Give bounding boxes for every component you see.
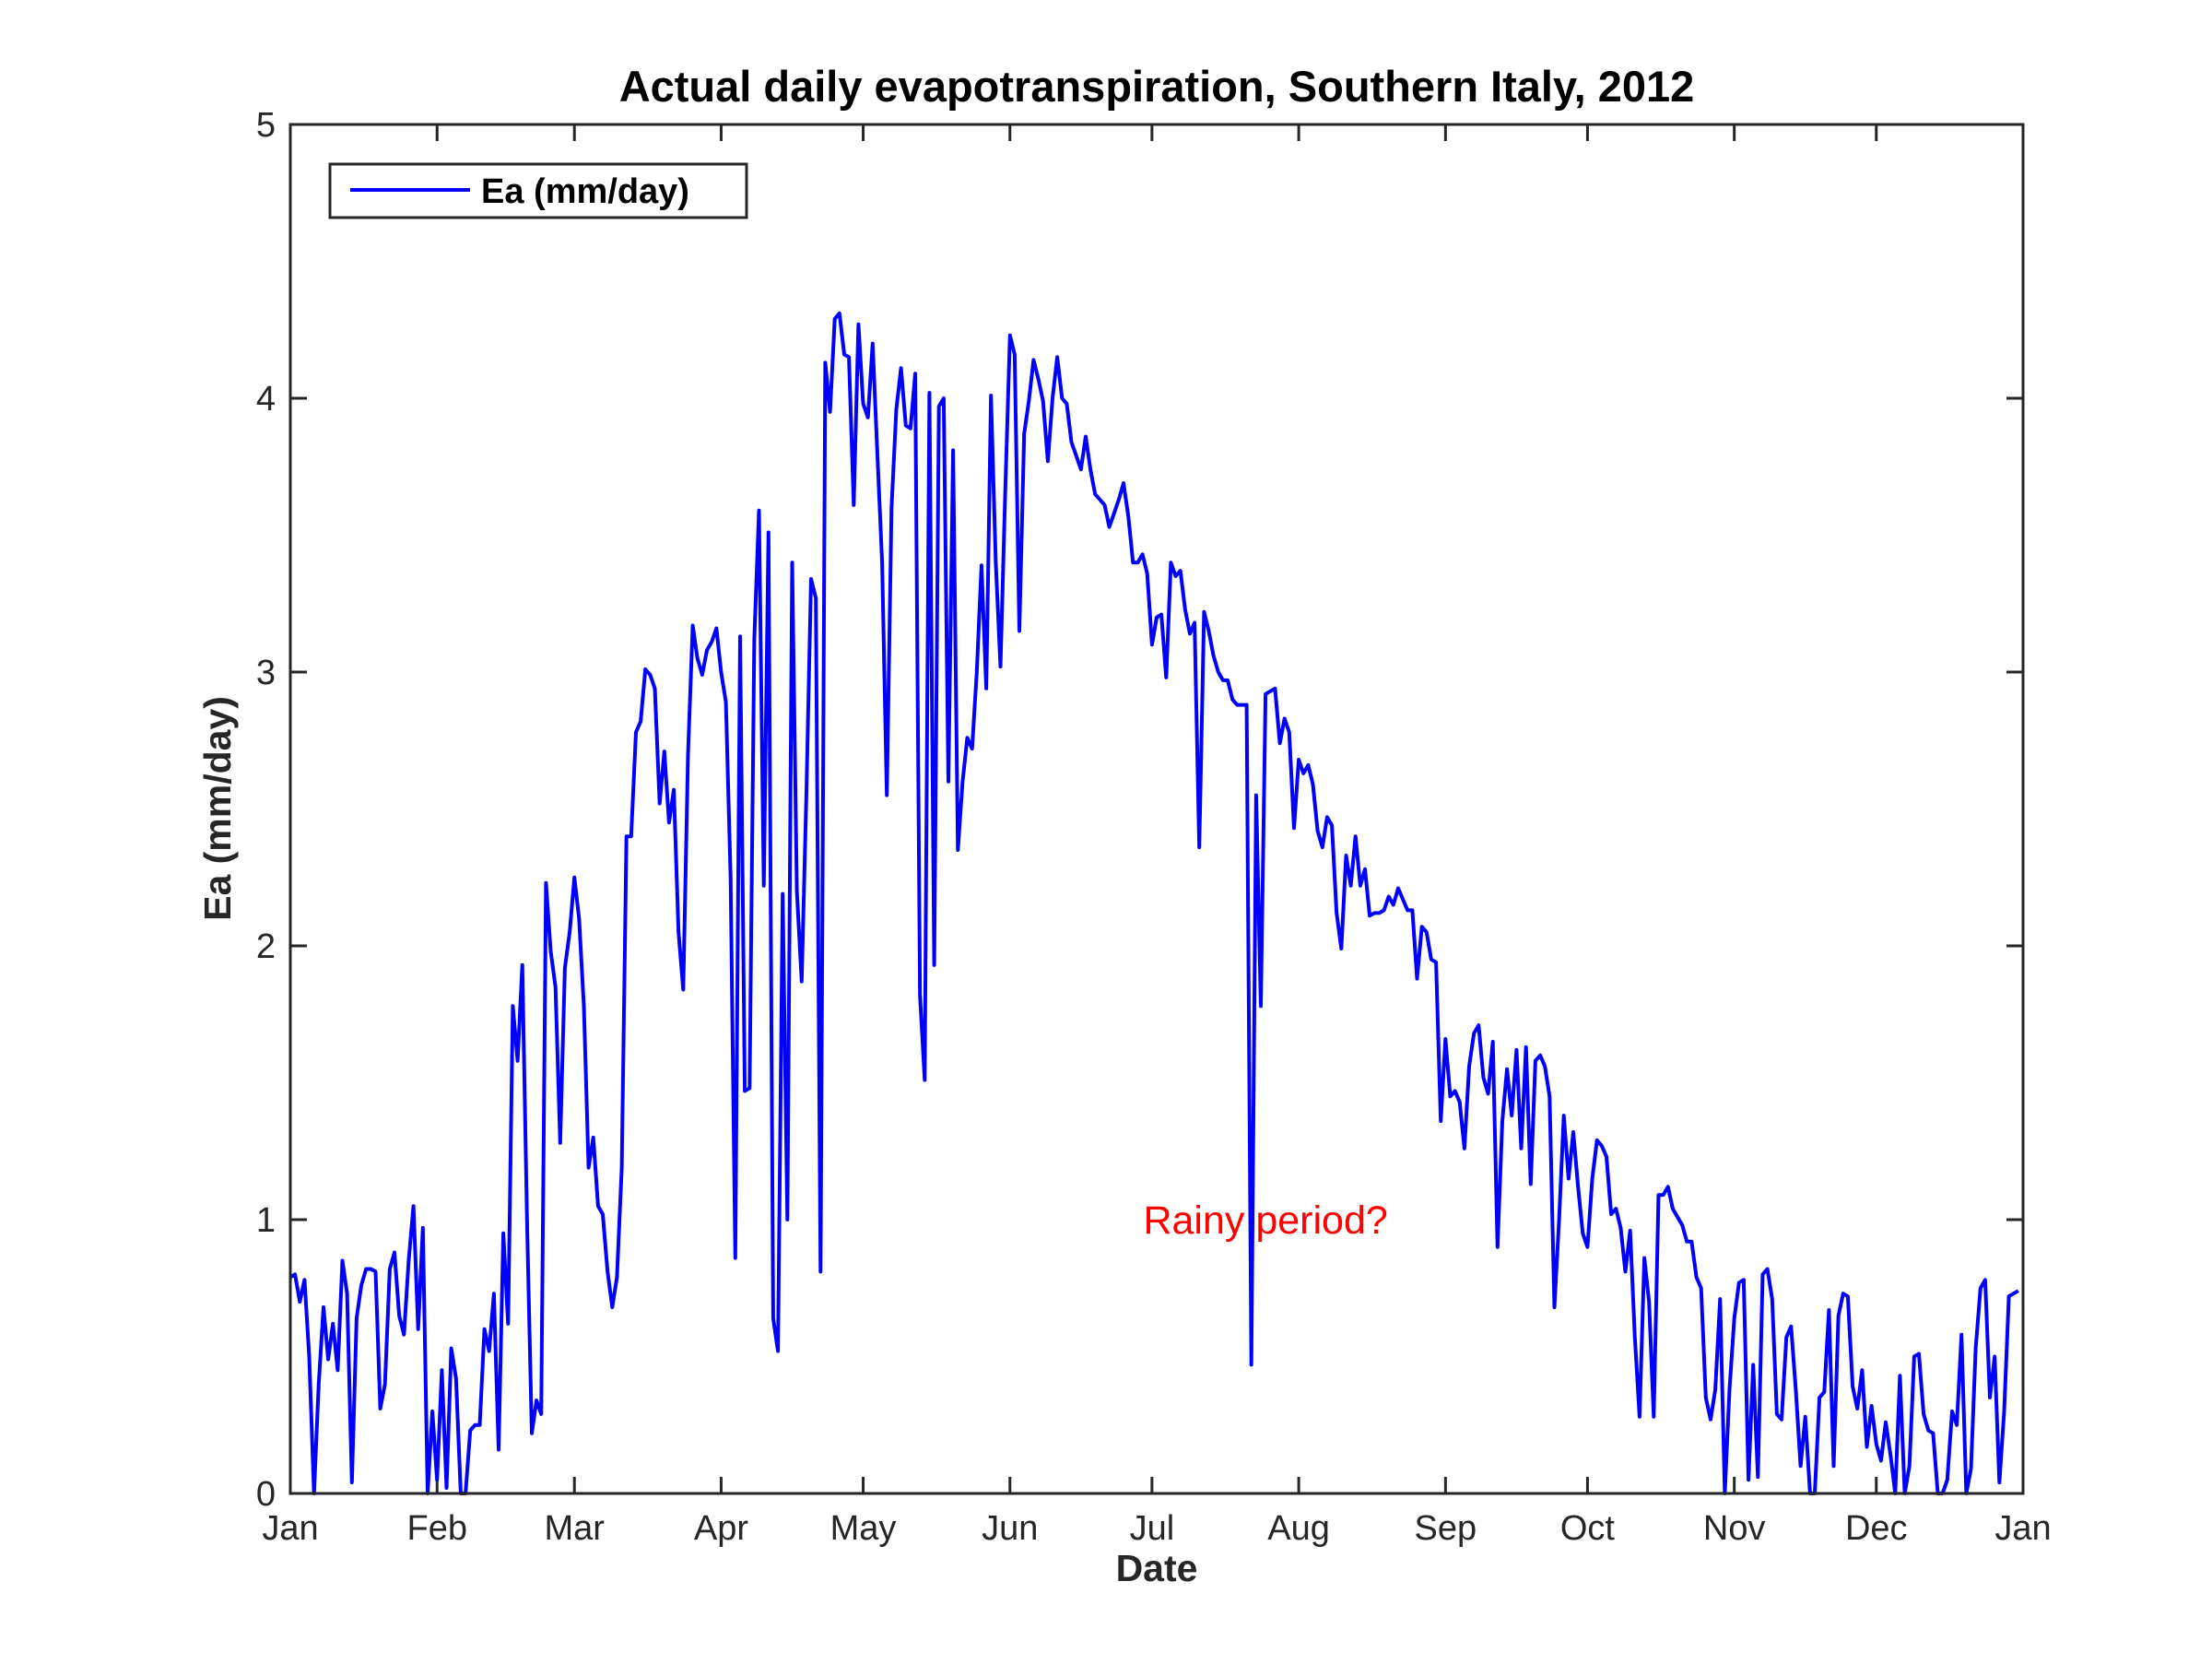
x-tick-label: Jan — [262, 1509, 318, 1548]
y-axis-label: Ea (mm/day) — [196, 696, 239, 921]
x-tick-label: Dec — [1845, 1509, 1908, 1548]
x-tick-label: Sep — [1415, 1509, 1477, 1548]
x-tick-label: Jun — [982, 1509, 1038, 1548]
chart-title: Actual daily evapotranspiration, Souther… — [619, 62, 1695, 111]
x-tick-label: Jan — [1994, 1509, 2051, 1548]
x-tick-label: Jul — [1130, 1509, 1175, 1548]
annotation-rainy-period: Rainy period? — [1143, 1198, 1387, 1243]
legend: Ea (mm/day) — [328, 162, 748, 219]
x-tick-label: Oct — [1560, 1509, 1616, 1548]
x-tick-label: Apr — [694, 1509, 748, 1548]
y-tick-label: 2 — [256, 927, 276, 966]
x-tick-label: Mar — [544, 1509, 605, 1548]
legend-entry-ea: Ea (mm/day) — [481, 172, 689, 211]
axis-ticks: Jan Feb Mar Apr May Jun Jul Aug Sep Oct Nov Dec Jan0… — [256, 106, 2052, 1548]
y-tick-label: 4 — [256, 380, 276, 419]
y-tick-label: 3 — [256, 654, 276, 692]
x-tick-label: Feb — [406, 1509, 466, 1548]
series-line-ea — [288, 311, 2019, 1495]
x-tick-label: Nov — [1703, 1509, 1766, 1548]
y-tick-label: 0 — [256, 1475, 276, 1514]
x-axis-label: Date — [1116, 1547, 1198, 1589]
y-tick-label: 5 — [256, 106, 276, 145]
x-tick-label: Aug — [1267, 1509, 1330, 1548]
x-tick-label: May — [830, 1509, 897, 1548]
y-tick-label: 1 — [256, 1201, 276, 1240]
plot-area — [290, 124, 2023, 1493]
plot-frame — [288, 123, 2025, 1495]
series-layer — [288, 311, 2019, 1495]
